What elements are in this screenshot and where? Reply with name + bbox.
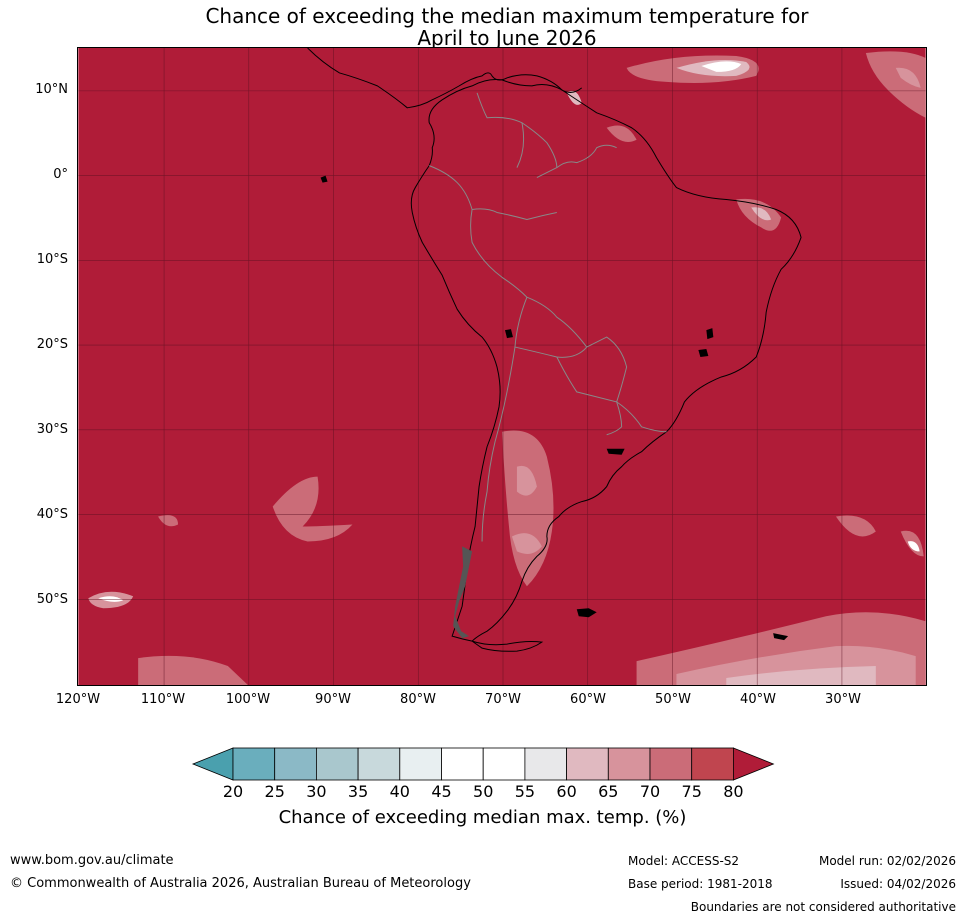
colorbar-cell-25-30 xyxy=(274,747,317,781)
map-title-line1: Chance of exceeding the median maximum t… xyxy=(205,4,809,28)
colorbar-cell-55-60 xyxy=(524,747,567,781)
lon-label-70w: 70°W xyxy=(485,692,521,707)
lat-label-40s: 40°S xyxy=(36,507,68,522)
colorbar-tick-label: 20 xyxy=(222,782,244,801)
colorbar-cell-20-25 xyxy=(232,747,276,781)
colorbar-arrow-low xyxy=(191,747,234,781)
footer-model: Model: ACCESS-S2 xyxy=(628,854,740,868)
lat-label-10n: 10°N xyxy=(35,82,68,97)
colorbar-tick-label: 60 xyxy=(556,782,577,801)
lon-label-80w: 80°W xyxy=(400,692,436,707)
lake-titicaca xyxy=(504,329,513,339)
colorbar-cell-70-75 xyxy=(649,747,693,781)
lat-label-30s: 30°S xyxy=(36,422,68,437)
lat-label-0: 0° xyxy=(53,167,68,182)
colorbar-arrow-high xyxy=(733,747,775,781)
patch-east-atlantic xyxy=(865,51,926,118)
lon-label-30w: 30°W xyxy=(825,692,861,707)
coastline-tierra-del-fuego xyxy=(471,640,544,652)
lon-label-50w: 50°W xyxy=(655,692,691,707)
colorbar-tick-label: 35 xyxy=(347,782,369,801)
probability-map xyxy=(77,47,927,686)
colorbar-tick-label: 80 xyxy=(723,782,744,801)
colorbar-tick-label: 25 xyxy=(264,782,285,801)
patch-guyana xyxy=(606,125,637,142)
colorbar-tick-label: 50 xyxy=(473,782,494,801)
colorbar xyxy=(191,747,775,781)
colorbar-tick-label: 45 xyxy=(431,782,452,801)
colorbar-tick-label: 75 xyxy=(681,782,702,801)
patch-south-atlantic-east xyxy=(835,515,876,537)
south-georgia xyxy=(773,633,789,641)
footer-model-run: Model run: 02/02/2026 xyxy=(818,854,956,868)
pantanal-mark xyxy=(698,349,709,358)
lon-label-60w: 60°W xyxy=(570,692,606,707)
map-title-line2: April to June 2026 xyxy=(417,26,597,50)
falkland-islands xyxy=(576,608,597,618)
colorbar-cell-40-45 xyxy=(399,747,442,781)
colorbar-label: Chance of exceeding median max. temp. (%… xyxy=(278,807,687,828)
map-background-80-plus xyxy=(78,48,926,685)
colorbar-cell-75-80 xyxy=(691,747,734,781)
colorbar-tick-label: 40 xyxy=(389,782,410,801)
footer-disclaimer: Boundaries are not considered authoritat… xyxy=(690,900,956,914)
colorbar-cell-50-55 xyxy=(482,747,526,781)
probability-patches xyxy=(88,51,926,685)
colorbar-cell-65-70 xyxy=(607,747,651,781)
patch-southeast-pacific xyxy=(272,476,353,542)
lon-label-120w: 120°W xyxy=(55,692,101,707)
colorbar-tick-label: 65 xyxy=(598,782,619,801)
patos-lagoon xyxy=(706,328,714,340)
footer-issued: Issued: 04/02/2026 xyxy=(840,877,956,891)
coastline-south-america xyxy=(410,79,802,642)
lon-label-90w: 90°W xyxy=(315,692,351,707)
colorbar-cell-35-40 xyxy=(357,747,401,781)
lat-label-10s: 10°S xyxy=(36,252,68,267)
lat-label-50s: 50°S xyxy=(36,592,68,607)
colorbar-cell-30-35 xyxy=(316,747,359,781)
footer-copyright: © Commonwealth of Australia 2026, Austra… xyxy=(10,876,471,891)
lon-label-40w: 40°W xyxy=(740,692,776,707)
colorbar-tick-label: 70 xyxy=(639,782,661,801)
colorbar-tick-label: 30 xyxy=(306,782,327,801)
galapagos xyxy=(320,175,328,183)
patch-south-pacific-bottom xyxy=(138,655,248,685)
patch-far-pacific xyxy=(158,515,179,527)
colorbar-cell-45-50 xyxy=(441,747,484,781)
lat-label-20s: 20°S xyxy=(36,337,68,352)
lon-label-110w: 110°W xyxy=(140,692,186,707)
chile-fjords xyxy=(453,546,473,639)
rio-de-la-plata xyxy=(606,448,625,455)
colorbar-tick-label: 55 xyxy=(514,782,536,801)
coastline-central-america xyxy=(307,48,583,109)
footer-website: www.bom.gov.au/climate xyxy=(10,853,174,868)
graticule xyxy=(78,48,926,685)
colorbar-cell-60-65 xyxy=(566,747,609,781)
country-boundaries xyxy=(429,92,667,542)
footer-base-period: Base period: 1981-2018 xyxy=(628,877,773,891)
lon-label-100w: 100°W xyxy=(225,692,271,707)
